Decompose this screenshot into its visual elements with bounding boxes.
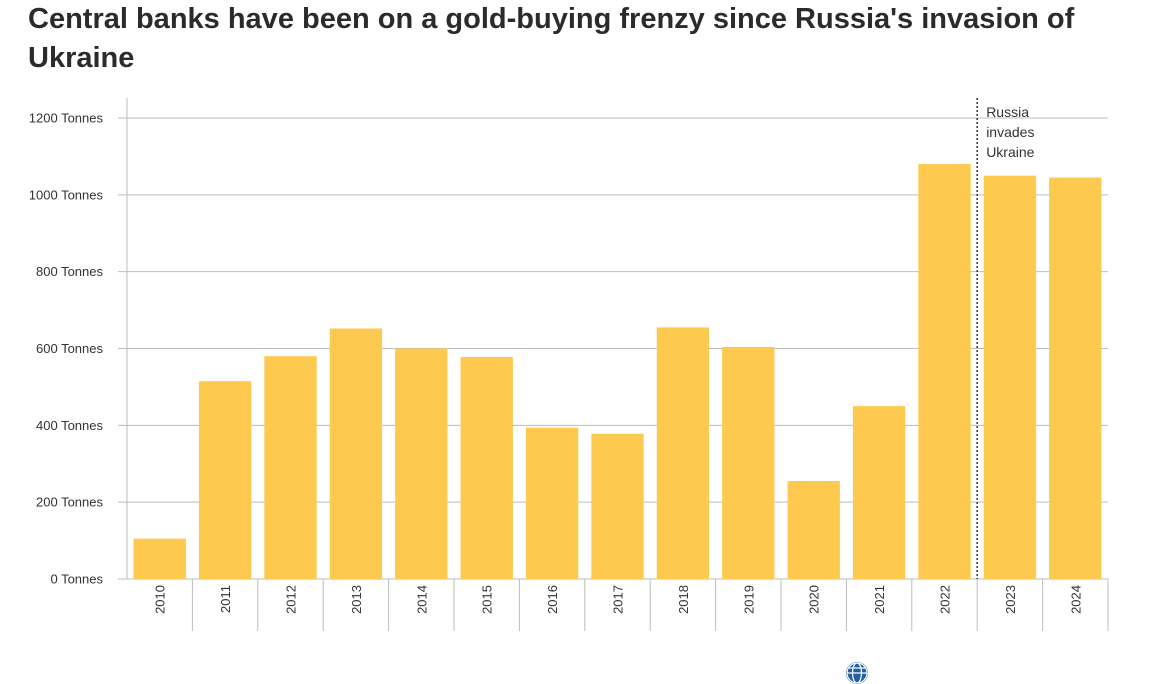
annotation-text: Russia (986, 104, 1029, 120)
annotation: Russia invades Ukraine (976, 98, 1035, 579)
x-tick-label: 2015 (480, 585, 495, 614)
bar-2020 (787, 481, 840, 579)
bar-2013 (329, 328, 383, 579)
bar-2012 (264, 356, 317, 579)
x-tick-label: 2014 (414, 585, 429, 614)
bar-2021 (852, 406, 906, 579)
bar-2011 (198, 381, 252, 579)
x-tick-label: 2013 (349, 585, 364, 614)
y-tick-label: 1000 Tonnes (29, 187, 104, 202)
bar-2024 (1049, 177, 1102, 579)
bar-2016 (525, 427, 579, 579)
bar-2023 (983, 175, 1037, 579)
x-tick-label: 2023 (1003, 585, 1018, 614)
x-tick-label: 2017 (611, 585, 626, 614)
x-tick-label: 2021 (872, 585, 887, 614)
bar-2017 (591, 433, 644, 579)
annotation-text: Ukraine (986, 144, 1034, 160)
bars (133, 164, 1102, 579)
x-tick-label: 2016 (545, 585, 560, 614)
y-tick-label: 400 Tonnes (36, 418, 103, 433)
y-tick-label: 0 Tonnes (50, 572, 103, 587)
bar-2010 (133, 538, 186, 579)
annotation-text: invades (986, 124, 1034, 140)
bar-2019 (722, 346, 775, 579)
x-tick-label: 2018 (676, 585, 691, 614)
y-tick-label: 200 Tonnes (36, 495, 103, 510)
bar-2014 (395, 348, 448, 579)
bar-2015 (460, 356, 513, 579)
chart-title: Central banks have been on a gold-buying… (28, 3, 1075, 74)
globe-icon (846, 662, 868, 684)
bar-2022 (918, 164, 971, 579)
y-tick-label: 600 Tonnes (36, 341, 103, 356)
axes: 0 Tonnes 200 Tonnes 400 Tonnes 600 Tonnes 80… (29, 98, 1109, 631)
x-tick-label: 2012 (284, 585, 299, 614)
bar-2018 (656, 327, 710, 579)
x-tick-label: 2022 (938, 585, 953, 614)
x-tick-label: 2024 (1068, 585, 1083, 614)
y-tick-label: 1200 Tonnes (29, 111, 104, 126)
y-tick-label: 800 Tonnes (36, 264, 103, 279)
x-tick-label: 2019 (741, 585, 756, 614)
x-tick-label: 2020 (807, 585, 822, 614)
x-tick-label: 2010 (153, 585, 168, 614)
x-tick-label: 2011 (218, 585, 233, 613)
